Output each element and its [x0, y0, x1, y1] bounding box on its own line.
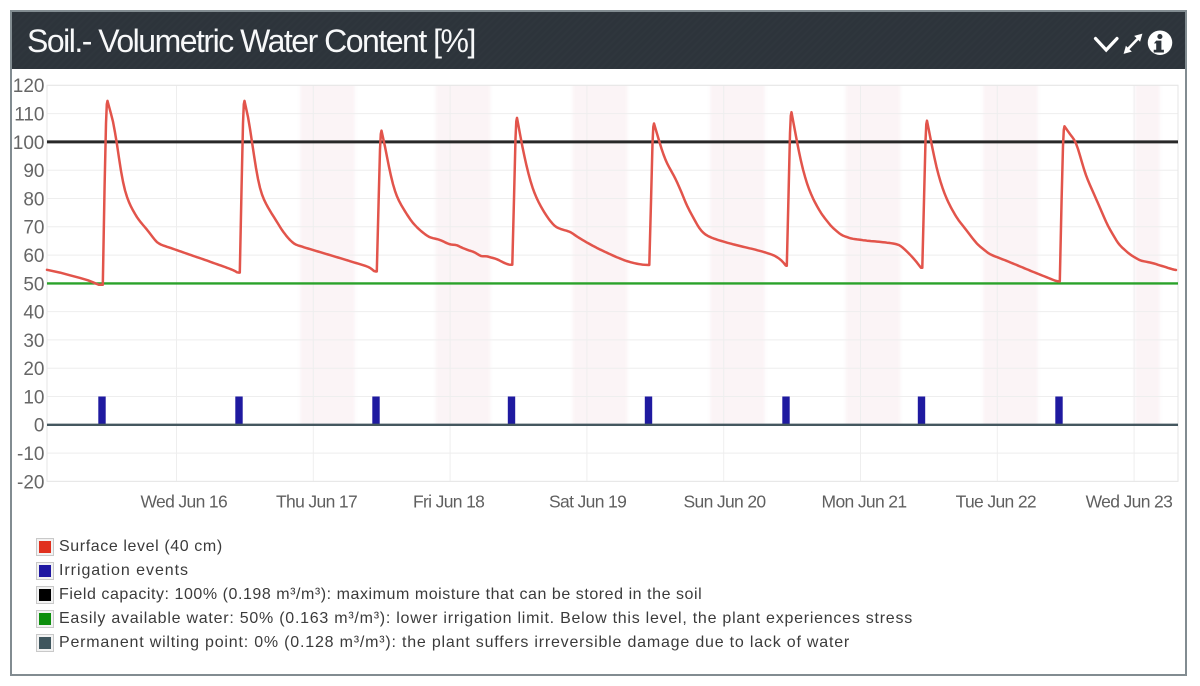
svg-text:10: 10 — [23, 387, 44, 408]
svg-text:30: 30 — [23, 331, 44, 352]
svg-text:Sun Jun 20: Sun Jun 20 — [683, 492, 766, 512]
svg-text:Tue Jun 22: Tue Jun 22 — [956, 492, 1036, 512]
svg-text:Wed Jun 16: Wed Jun 16 — [141, 492, 228, 512]
svg-text:100: 100 — [13, 133, 45, 154]
svg-text:120: 120 — [13, 76, 45, 97]
svg-text:Thu Jun 17: Thu Jun 17 — [276, 492, 357, 512]
svg-text:0: 0 — [34, 416, 45, 437]
svg-text:110: 110 — [14, 105, 44, 126]
svg-text:40: 40 — [23, 303, 44, 324]
svg-text:Fri Jun 18: Fri Jun 18 — [413, 492, 484, 512]
svg-text:Mon Jun 21: Mon Jun 21 — [822, 492, 907, 512]
svg-text:20: 20 — [23, 359, 44, 380]
svg-text:Wed Jun 23: Wed Jun 23 — [1086, 492, 1173, 512]
svg-text:-20: -20 — [17, 472, 44, 493]
svg-text:-10: -10 — [17, 444, 44, 465]
svg-text:Sat Jun 19: Sat Jun 19 — [549, 492, 626, 512]
svg-text:90: 90 — [23, 161, 44, 182]
svg-text:70: 70 — [23, 218, 44, 239]
svg-text:50: 50 — [23, 274, 44, 295]
svg-text:60: 60 — [23, 246, 44, 267]
svg-text:80: 80 — [23, 189, 44, 210]
